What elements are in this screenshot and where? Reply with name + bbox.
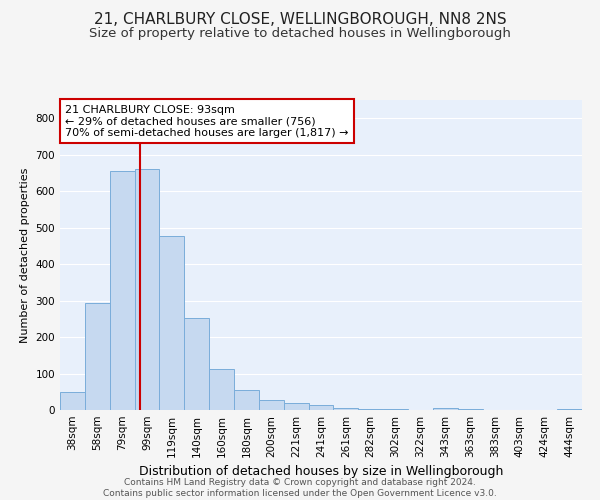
Bar <box>259 400 284 410</box>
Bar <box>358 409 383 410</box>
Bar <box>308 405 334 410</box>
Bar <box>60 392 85 410</box>
Bar <box>433 408 458 410</box>
Text: Size of property relative to detached houses in Wellingborough: Size of property relative to detached ho… <box>89 28 511 40</box>
Bar <box>184 318 209 410</box>
Bar <box>234 390 259 410</box>
Text: Contains HM Land Registry data © Crown copyright and database right 2024.
Contai: Contains HM Land Registry data © Crown c… <box>103 478 497 498</box>
Text: 21, CHARLBURY CLOSE, WELLINGBOROUGH, NN8 2NS: 21, CHARLBURY CLOSE, WELLINGBOROUGH, NN8… <box>94 12 506 28</box>
Bar <box>134 170 160 410</box>
Text: 21 CHARLBURY CLOSE: 93sqm
← 29% of detached houses are smaller (756)
70% of semi: 21 CHARLBURY CLOSE: 93sqm ← 29% of detac… <box>65 104 349 138</box>
X-axis label: Distribution of detached houses by size in Wellingborough: Distribution of detached houses by size … <box>139 466 503 478</box>
Bar <box>284 404 308 410</box>
Bar <box>209 369 234 410</box>
Bar <box>110 171 134 410</box>
Y-axis label: Number of detached properties: Number of detached properties <box>20 168 30 342</box>
Bar <box>160 236 184 410</box>
Bar <box>334 408 358 410</box>
Bar <box>85 303 110 410</box>
